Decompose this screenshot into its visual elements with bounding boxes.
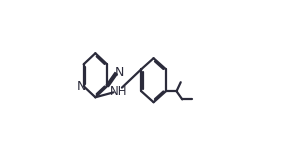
Text: N: N bbox=[114, 66, 124, 79]
Text: NH: NH bbox=[110, 84, 127, 98]
Text: N: N bbox=[76, 80, 86, 93]
